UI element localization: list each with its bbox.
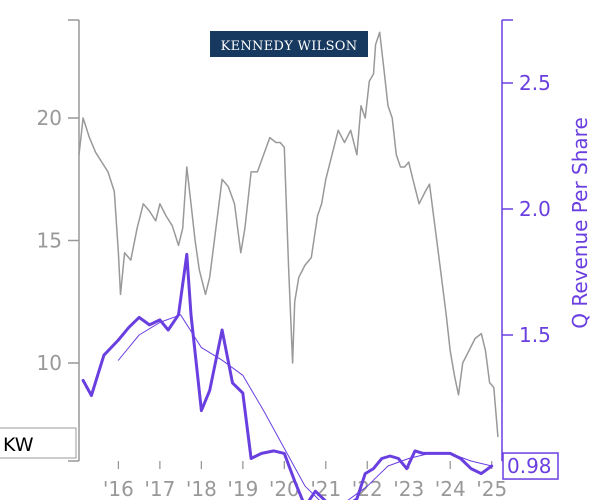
y2-axis-label: Q Revenue Per Share [568, 117, 592, 329]
logo-text: KENNEDY WILSON [221, 39, 358, 54]
last-value-label: 0.98 [507, 454, 552, 478]
x-tick-label: '17 [144, 477, 175, 500]
left-y-tick-label: 15 [37, 229, 62, 253]
left-y-tick-label: 10 [37, 351, 62, 375]
ticker-box [0, 427, 77, 459]
series-line-price [78, 31, 499, 438]
last-value-box [502, 452, 559, 480]
x-tick-label: '24 [435, 477, 466, 500]
labels-layer: KENNEDY WILSON KW Q Revenue Per Share 0.… [0, 31, 592, 480]
right-y-tick-label: 2.5 [519, 71, 551, 95]
logo-box [210, 31, 368, 57]
right-y-tick-label: 2.0 [519, 197, 551, 221]
left-y-tick-label: 20 [37, 106, 62, 130]
x-tick-label: '25 [476, 477, 507, 500]
series-line-revenue_avg [117, 314, 493, 504]
x-tick-label: '16 [103, 477, 134, 500]
right-y-tick-label: 1.5 [519, 323, 551, 347]
x-tick-label: '19 [227, 477, 258, 500]
x-tick-label: '21 [310, 477, 341, 500]
series-layer [78, 31, 499, 504]
series-line-revenue [81, 252, 494, 504]
ticker-label: KW [3, 434, 34, 456]
x-tick-label: '18 [186, 477, 217, 500]
x-tick-label: '23 [393, 477, 424, 500]
